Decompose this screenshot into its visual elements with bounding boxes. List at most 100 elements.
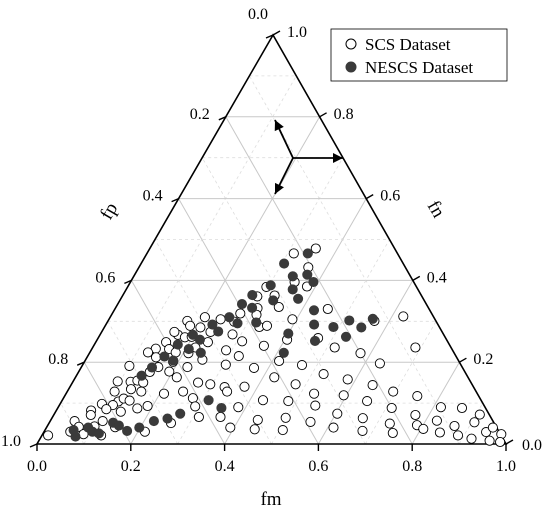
scs-point — [355, 348, 366, 359]
nescs-point — [195, 347, 206, 358]
scs-point — [109, 386, 120, 397]
scs-point — [215, 314, 226, 325]
tick-label-fp: 0.8 — [48, 351, 68, 368]
scs-point — [332, 408, 343, 419]
scs-point — [158, 388, 170, 399]
nescs-point — [340, 331, 352, 342]
nescs-point — [146, 362, 158, 373]
scs-point — [150, 352, 162, 363]
scs-point — [431, 415, 442, 426]
tick-label-fm: 0.2 — [121, 458, 141, 475]
scs-point — [215, 411, 226, 423]
scs-point — [384, 418, 395, 429]
scs-point — [362, 396, 373, 407]
scs-point — [195, 322, 206, 333]
scs-point — [249, 424, 260, 435]
scs-point — [227, 329, 238, 340]
nescs-point — [232, 318, 243, 329]
grid-line — [201, 157, 366, 445]
scs-point — [225, 422, 236, 433]
nescs-point — [302, 248, 313, 259]
scs-point — [398, 311, 409, 322]
tick-label-fn: 0.8 — [334, 106, 354, 123]
nescs-point — [268, 295, 279, 306]
scs-point — [296, 360, 308, 371]
tick-marks — [29, 30, 514, 451]
nescs-point — [236, 299, 248, 310]
axis-title-fn: fn — [423, 197, 449, 222]
axis-title-fm: fm — [260, 489, 281, 510]
scs-point — [290, 379, 301, 390]
scs-point — [357, 425, 368, 436]
tick-label-fn: 0.4 — [427, 269, 447, 286]
nescs-point — [134, 422, 145, 433]
nescs-point — [187, 329, 198, 340]
nescs-point — [251, 317, 262, 328]
nescs-point — [293, 293, 304, 304]
axis-direction-arrows — [274, 119, 343, 195]
scs-point — [136, 386, 147, 397]
scs-point — [269, 372, 280, 383]
nescs-point — [136, 370, 147, 381]
grid-line — [177, 157, 344, 445]
scs-point — [487, 422, 498, 433]
scs-point — [97, 416, 108, 427]
scs-point — [357, 413, 368, 424]
tick-mark — [319, 112, 327, 118]
nescs-point — [213, 326, 224, 337]
tick-mark — [505, 439, 514, 445]
scs-point — [193, 411, 204, 423]
tick-mark — [218, 116, 227, 121]
scs-point — [495, 436, 506, 448]
scs-point — [237, 336, 248, 347]
scs-point — [171, 372, 182, 383]
tick-label-fp: 0.0 — [248, 6, 268, 23]
scs-point — [484, 435, 495, 446]
scs-point — [274, 355, 285, 367]
tick-label-fp: 0.2 — [190, 106, 210, 123]
nescs-point — [159, 351, 170, 362]
nescs-point — [328, 321, 339, 333]
nescs-point — [113, 420, 124, 431]
nescs-point — [162, 413, 173, 424]
scs-point — [85, 409, 96, 421]
nescs-point — [367, 313, 378, 324]
legend-box — [330, 28, 508, 82]
scs-point — [456, 402, 468, 414]
scs-point — [43, 430, 54, 441]
tick-mark — [459, 357, 467, 363]
scs-point — [221, 345, 232, 356]
scs-point — [125, 384, 137, 395]
nescs-point — [283, 328, 294, 339]
scs-point — [367, 380, 378, 391]
scs-point — [410, 409, 421, 421]
scs-point — [412, 391, 423, 402]
scs-point — [169, 326, 180, 337]
scs-point — [164, 366, 175, 377]
scs-point — [124, 395, 135, 406]
arrowhead — [275, 182, 284, 194]
nescs-point — [203, 395, 214, 406]
legend-label-nescs: NESCS Dataset — [365, 58, 473, 77]
scs-point — [434, 427, 445, 438]
arrowhead — [274, 120, 284, 132]
scs-point — [374, 358, 385, 369]
tick-label-fp: 0.6 — [95, 269, 115, 286]
grid-lines — [60, 75, 484, 445]
nescs-point — [183, 344, 194, 355]
triangle-frame — [35, 33, 508, 445]
tick-mark — [29, 443, 38, 448]
nescs-point — [308, 305, 320, 316]
scs-point — [258, 340, 269, 351]
scs-point — [233, 351, 244, 362]
scs-point — [449, 420, 460, 432]
scs-point — [318, 369, 329, 380]
scs-point — [101, 404, 112, 415]
nescs-point — [168, 355, 179, 366]
scs-point — [310, 400, 321, 411]
nescs-point — [265, 280, 276, 291]
scs-point — [273, 301, 284, 313]
scs-point — [199, 312, 210, 323]
tick-mark — [265, 34, 274, 39]
arrowhead — [333, 153, 343, 163]
